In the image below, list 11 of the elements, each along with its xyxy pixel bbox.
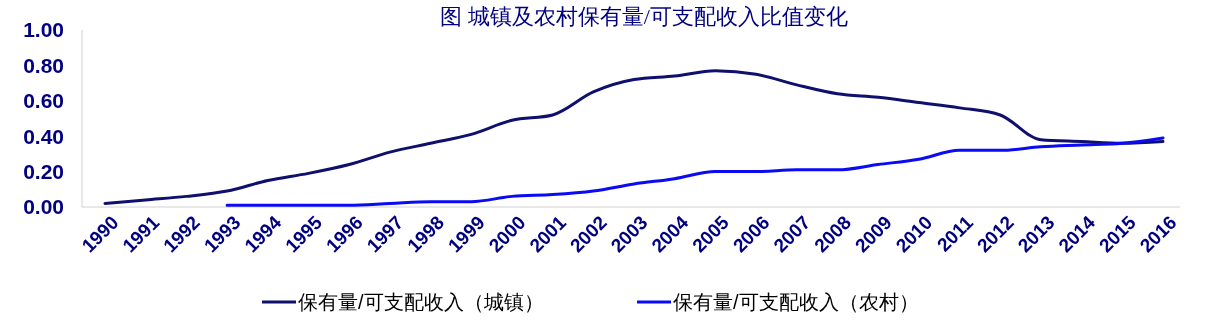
- line-series: [225, 136, 1165, 207]
- y-tick-label: 0.00: [23, 195, 64, 219]
- y-tick-label: 0.20: [23, 159, 64, 183]
- line-series: [103, 69, 1165, 205]
- legend-label: 保有量/可支配收入（农村）: [673, 291, 919, 313]
- y-tick-label: 0.40: [23, 124, 64, 148]
- y-tick-label: 1.00: [23, 18, 64, 42]
- y-tick-label: 0.80: [23, 53, 64, 77]
- chart-title: 图 城镇及农村保有量/可支配收入比值变化: [440, 4, 848, 29]
- legend-label: 保有量/可支配收入（城镇）: [298, 291, 544, 313]
- y-tick-label: 0.60: [23, 89, 64, 113]
